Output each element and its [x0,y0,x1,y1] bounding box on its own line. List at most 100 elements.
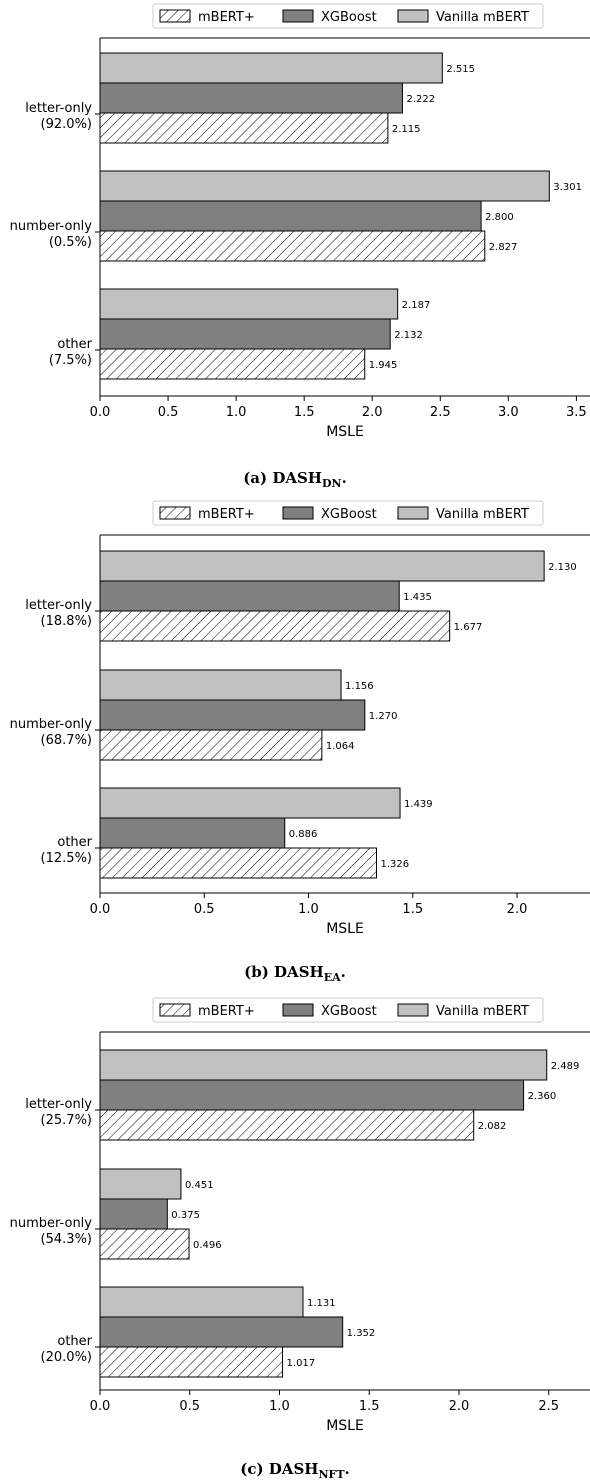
bar-mbert- [99,112,389,144]
legend-swatch-vanilla-mbert [397,1003,429,1017]
x-tick-label: 0.5 [179,1399,200,1414]
bar-xgboost [99,82,403,114]
bar-value-label: 1.156 [345,681,374,692]
bar-value-label: 2.515 [446,64,475,75]
x-tick-label: 1.0 [298,902,319,917]
bar-value-label: 1.352 [347,1328,376,1339]
legend-swatch-xgboost [282,9,314,23]
bar-mbert- [99,348,366,380]
x-tick-label: 2.0 [362,405,383,420]
bar-value-label: 0.451 [185,1180,214,1191]
bar-mbert- [99,1346,284,1378]
bar-value-label: 0.886 [289,829,318,840]
category-label: letter-only [25,598,92,613]
x-tick-label: 2.5 [538,1399,559,1414]
bar-value-label: 1.064 [326,741,355,752]
x-tick-label: 0.0 [90,405,111,420]
bar-value-label: 2.489 [551,1061,580,1072]
x-tick-label: 2.0 [507,902,528,917]
category-share-label: (92.0%) [41,117,92,132]
bar-vanilla-mbert [99,787,401,819]
category-label: letter-only [25,101,92,116]
category-label: number-only [10,717,93,732]
legend-label: mBERT+ [198,507,255,522]
bar-mbert- [99,1228,190,1260]
x-tick-label: 1.5 [402,902,423,917]
legend-swatch-mbert- [159,506,191,520]
category-share-label: (12.5%) [41,851,92,866]
x-tick-label: 0.0 [90,1399,111,1414]
category-label: number-only [10,219,93,234]
legend-swatch-vanilla-mbert [397,9,429,23]
bar-mbert- [99,729,323,761]
legend-label: Vanilla mBERT [436,507,529,522]
bar-vanilla-mbert [99,288,399,320]
figure-caption: (b) DASHEA. [244,963,346,984]
legend-label: XGBoost [321,10,377,25]
bar-value-label: 2.082 [478,1121,507,1132]
bar-xgboost [99,1198,168,1230]
x-tick-label: 1.0 [226,405,247,420]
bar-value-label: 2.827 [489,242,518,253]
bar-xgboost [99,699,366,731]
bar-mbert- [99,610,451,642]
legend-swatch-xgboost [282,506,314,520]
x-tick-label: 1.5 [359,1399,380,1414]
bar-xgboost [99,318,391,350]
bar-value-label: 2.132 [394,330,423,341]
category-label: other [57,835,92,850]
legend-label: Vanilla mBERT [436,10,529,25]
chart-panel-3: mBERT+ XGBoost Vanilla mBERT 0.0 0.5 1.0 1.5 2.… [10,997,590,1481]
bar-mbert- [99,1109,475,1141]
legend-label: XGBoost [321,507,377,522]
x-tick-label: 1.0 [269,1399,290,1414]
category-label: number-only [10,1216,93,1231]
bar-vanilla-mbert [99,1286,304,1318]
category-share-label: (18.8%) [41,614,92,629]
legend: mBERT+ XGBoost Vanilla mBERT [152,3,544,29]
bar-value-label: 3.301 [553,182,582,193]
category-share-label: (0.5%) [49,235,92,250]
legend: mBERT+ XGBoost Vanilla mBERT [152,997,544,1023]
figure-caption: (c) DASHNFT. [240,1460,350,1481]
chart-panel-1: mBERT+ XGBoost Vanilla mBERT 0.0 0.5 1.0 1.5 2.… [10,3,590,490]
x-tick-label: 0.5 [194,902,215,917]
bar-value-label: 1.945 [369,360,398,371]
legend-label: mBERT+ [198,10,255,25]
bar-value-label: 1.270 [369,711,398,722]
bar-vanilla-mbert [99,550,545,582]
bar-value-label: 1.131 [307,1298,336,1309]
bar-xgboost [99,1079,525,1111]
bar-value-label: 1.017 [287,1358,316,1369]
category-share-label: (20.0%) [41,1350,92,1365]
bar-value-label: 1.435 [403,592,432,603]
legend-swatch-xgboost [282,1003,314,1017]
x-tick-label: 1.5 [294,405,315,420]
bar-value-label: 2.222 [406,94,435,105]
bar-xgboost [99,1316,344,1348]
x-tick-label: 0.0 [90,902,111,917]
x-tick-label: 2.0 [449,1399,470,1414]
legend-label: XGBoost [321,1004,377,1019]
category-label: other [57,1334,92,1349]
bar-mbert- [99,847,377,879]
x-tick-label: 0.5 [158,405,179,420]
legend-swatch-mbert- [159,1003,191,1017]
x-tick-label: 3.5 [566,405,587,420]
bar-value-label: 2.115 [392,124,421,135]
bar-vanilla-mbert [99,52,443,84]
bar-vanilla-mbert [99,1049,548,1081]
bar-value-label: 2.130 [548,562,577,573]
category-share-label: (7.5%) [49,353,92,368]
category-label: other [57,337,92,352]
figure-caption: (a) DASHDN. [243,469,347,490]
bar-value-label: 0.496 [193,1240,222,1251]
legend-frame [152,500,544,526]
x-tick-label: 3.0 [498,405,519,420]
legend-swatch-vanilla-mbert [397,506,429,520]
bar-xgboost [99,580,400,612]
legend-swatch-mbert- [159,9,191,23]
x-axis-title: MSLE [326,1418,364,1434]
legend-frame [152,3,544,29]
